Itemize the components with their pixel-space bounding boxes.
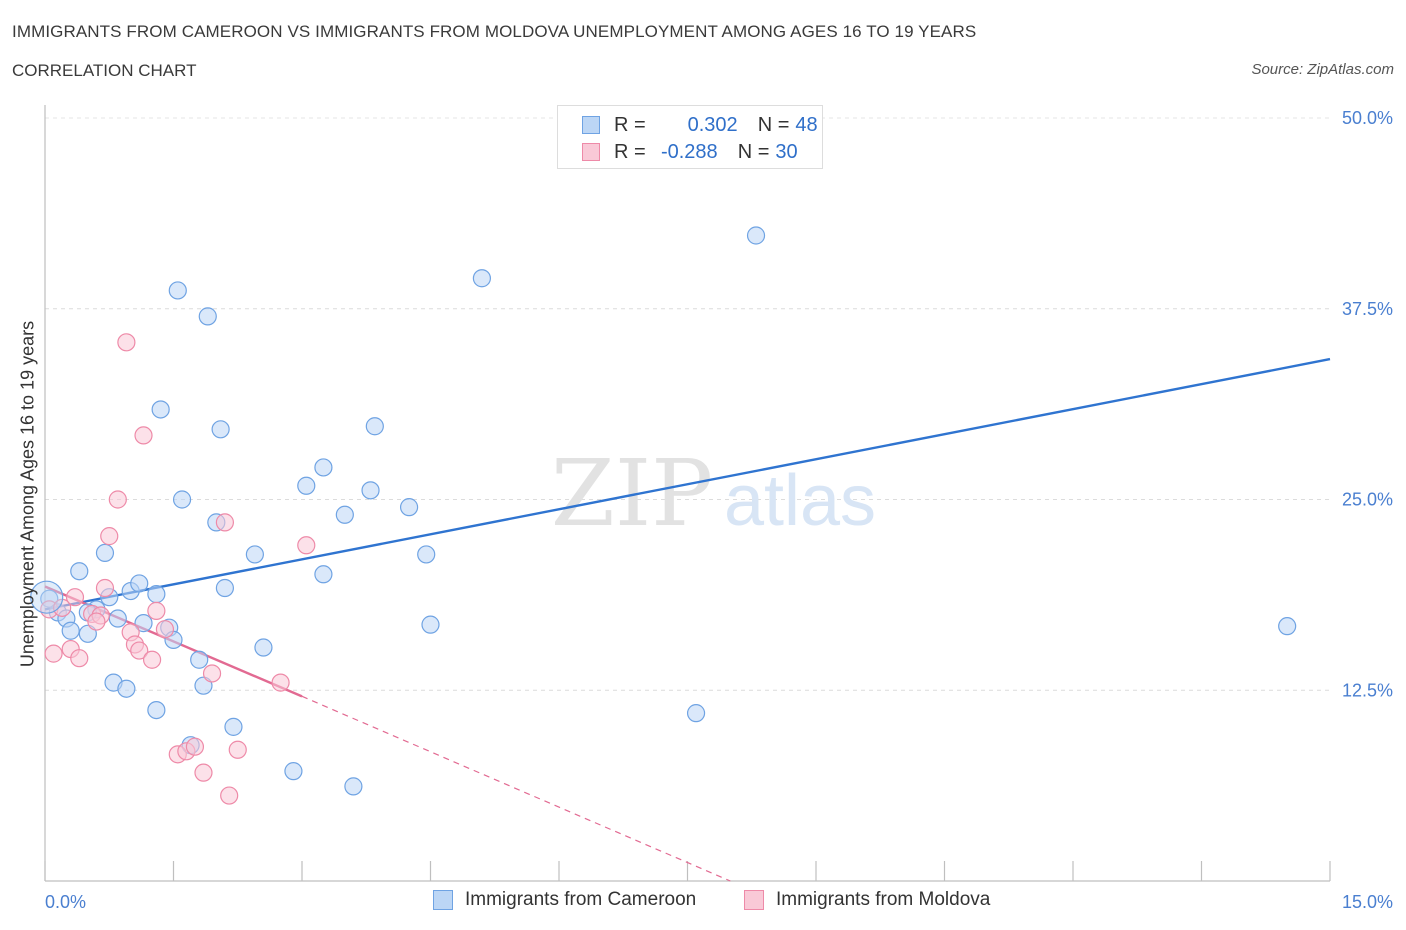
legend-item-cameroon: Immigrants from Cameroon — [433, 889, 696, 911]
cameroon-point — [108, 609, 127, 628]
legend-swatch-cameroon — [433, 890, 453, 910]
legend-label-moldova: Immigrants from Moldova — [776, 889, 991, 910]
moldova-point — [297, 536, 316, 555]
cameroon-swatch — [582, 116, 600, 134]
moldova-point — [147, 601, 166, 620]
moldova-point — [65, 588, 85, 607]
n-value: 48 — [795, 113, 818, 136]
cameroon-point — [70, 562, 89, 581]
moldova-point — [228, 740, 247, 759]
moldova-trendline-extension — [301, 695, 731, 882]
trendlines — [44, 357, 1331, 882]
cameroon-point — [198, 307, 217, 326]
n-value: 30 — [775, 140, 798, 163]
cameroon-point — [417, 545, 436, 564]
watermark-atlas: atlas — [724, 461, 876, 541]
x-tick-label: 0.0% — [45, 892, 86, 912]
cameroon-point — [314, 565, 333, 584]
moldova-point — [44, 644, 63, 663]
cameroon-point — [215, 578, 234, 598]
cameroon-point — [472, 269, 491, 288]
gridlines — [45, 117, 1330, 691]
cameroon-point — [746, 226, 766, 245]
y-tick-label: 12.5% — [1342, 680, 1393, 700]
moldova-point — [155, 620, 175, 639]
moldova-point — [87, 612, 106, 631]
cameroon-trendline — [44, 357, 1331, 611]
cameroon-point — [151, 400, 170, 419]
legend-item-moldova: Immigrants from Moldova — [744, 889, 990, 911]
axes — [44, 105, 1331, 882]
y-tick-label: 37.5% — [1342, 299, 1393, 319]
stats-legend: R = 0.302 N = 48 R = -0.288 N = 30 — [557, 105, 823, 169]
moldova-point — [202, 664, 222, 683]
cameroon-point — [314, 458, 333, 477]
moldova-point — [194, 763, 213, 782]
moldova-point — [130, 641, 149, 660]
cameroon-cluster-point — [30, 580, 64, 614]
chart-title: IMMIGRANTS FROM CAMEROON VS IMMIGRANTS F… — [12, 22, 977, 41]
moldova-point — [100, 527, 119, 546]
moldova-point — [117, 333, 136, 352]
moldova-point — [215, 513, 234, 532]
cameroon-point — [61, 621, 80, 640]
moldova-point — [95, 578, 115, 598]
legend-label-cameroon: Immigrants from Cameroon — [465, 889, 697, 910]
y-axis-label: Unemployment Among Ages 16 to 19 years — [17, 320, 38, 668]
moldova-point — [271, 673, 290, 692]
cameroon-point — [172, 490, 192, 509]
cameroon-point — [361, 481, 380, 500]
stats-row-cameroon: R = 0.302 N = 48 — [582, 113, 818, 137]
cameroon-point — [95, 543, 115, 563]
n-label: N = — [757, 113, 790, 136]
chart-subtitle: CORRELATION CHART — [12, 61, 197, 80]
moldova-point — [185, 737, 205, 756]
cameroon-point — [134, 614, 153, 633]
cameroon-point — [297, 476, 316, 495]
stats-row-moldova: R = -0.288 N = 30 — [582, 140, 798, 164]
bottom-legend: Immigrants from Cameroon Immigrants from… — [0, 889, 1406, 915]
n-label: N = — [737, 140, 770, 163]
watermark: ZIP atlas — [551, 440, 876, 547]
watermark-zip: ZIP — [551, 440, 713, 547]
moldova-swatch — [582, 143, 600, 161]
cameroon-point — [147, 700, 166, 720]
r-value: 0.302 — [687, 113, 738, 136]
cameroon-point — [686, 704, 706, 723]
moldova-point — [220, 786, 239, 805]
cameroon-point — [190, 650, 209, 669]
moldova-point — [142, 650, 162, 669]
moldova-point — [108, 490, 127, 509]
r-value: -0.288 — [660, 140, 718, 163]
r-label: R = — [614, 113, 646, 136]
tick-labels: 12.5% 25.0% 37.5% 50.0% 0.0% 15.0% — [45, 108, 1393, 912]
moldova-point — [70, 649, 89, 668]
cameroon-point — [284, 762, 303, 781]
cameroon-point — [344, 777, 363, 796]
cameroon-point — [421, 615, 440, 634]
y-tick-label: 50.0% — [1342, 108, 1393, 128]
cameroon-point — [211, 420, 230, 439]
cameroon-point — [147, 585, 166, 604]
cameroon-point — [224, 717, 243, 736]
source-label: Source: ZipAtlas.com — [1251, 61, 1394, 78]
cameroon-point — [117, 679, 136, 698]
y-tick-label: 25.0% — [1342, 490, 1393, 510]
moldova-point — [134, 426, 153, 445]
legend-swatch-moldova — [744, 890, 764, 910]
cameroon-point — [1278, 617, 1297, 636]
cameroon-point — [365, 417, 384, 436]
cameroon-point — [130, 574, 149, 593]
r-label: R = — [614, 140, 646, 163]
x-tick-label: 15.0% — [1342, 892, 1393, 912]
data-points — [30, 226, 1297, 805]
cameroon-point — [399, 498, 419, 517]
cameroon-point — [335, 505, 354, 524]
cameroon-point — [245, 545, 264, 564]
cameroon-point — [168, 281, 187, 300]
cameroon-point — [254, 638, 273, 657]
